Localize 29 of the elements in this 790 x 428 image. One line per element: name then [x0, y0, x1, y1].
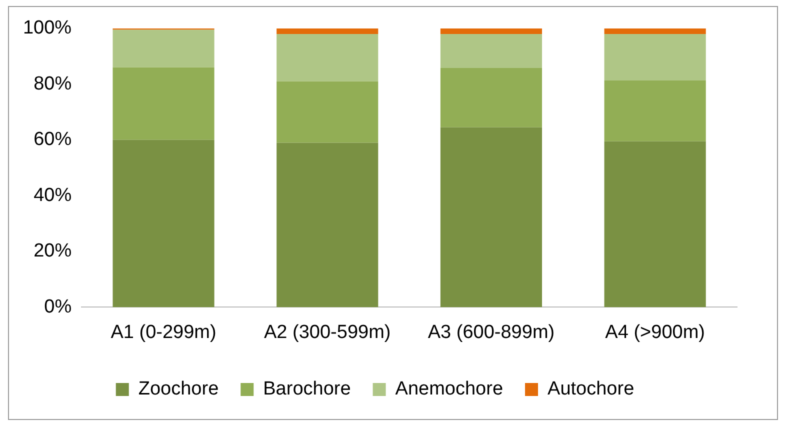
bar [440, 68, 542, 128]
bar [276, 81, 378, 143]
bar [440, 28, 542, 34]
bar [276, 34, 378, 82]
y-tick-label: 80% [34, 73, 72, 94]
bar [112, 67, 214, 140]
x-tick-label: A2 (300-599m) [264, 322, 391, 343]
legend-label: Zoochore [138, 378, 219, 400]
y-tick-label: 0% [44, 296, 72, 318]
x-tick-label: A4 (>900m) [605, 322, 705, 343]
bar [440, 34, 542, 68]
bar [604, 34, 706, 81]
y-tick-label: 40% [34, 184, 72, 206]
x-tick-label: A1 (0-299m) [110, 322, 216, 343]
bar [112, 30, 214, 68]
bar [604, 80, 706, 142]
bar [276, 28, 378, 34]
legend-label: Autochore [548, 378, 634, 400]
legend-label: Barochore [263, 378, 351, 400]
bar [440, 127, 542, 308]
bar [604, 28, 706, 34]
y-tick-label: 100% [22, 18, 72, 39]
y-tick-label: 60% [34, 129, 72, 150]
bar [276, 142, 378, 308]
y-tick-label: 20% [34, 240, 72, 262]
x-tick-label: A3 (600-899m) [428, 322, 555, 343]
bar [112, 140, 214, 308]
bar [604, 141, 706, 308]
legend-label: Anemochore [395, 378, 504, 400]
